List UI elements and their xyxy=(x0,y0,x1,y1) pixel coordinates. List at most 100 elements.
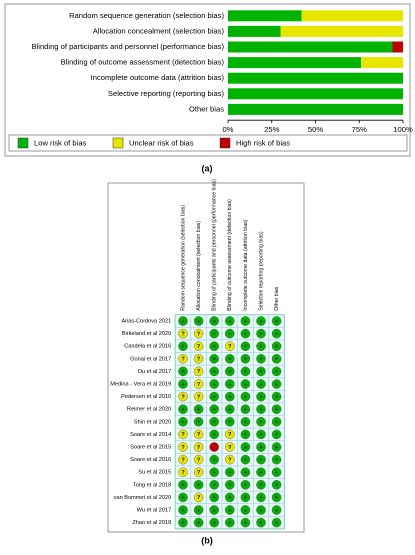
judgement-symbol: + xyxy=(228,483,231,489)
judgement-dot xyxy=(209,429,219,440)
bar-segment xyxy=(361,57,403,69)
judgement-dot xyxy=(209,316,219,326)
judgement-dot xyxy=(240,353,251,364)
legend-swatch xyxy=(219,137,231,149)
row-label: Ou et al 2017 xyxy=(138,369,172,375)
judgement-symbol: + xyxy=(181,420,184,426)
judgement-dot xyxy=(256,517,266,528)
judgement-dot xyxy=(240,492,251,503)
judgement-symbol: + xyxy=(197,420,200,426)
judgement-dot xyxy=(209,366,219,377)
judgement-dot xyxy=(224,517,235,528)
judgement-symbol: + xyxy=(228,495,231,501)
judgement-symbol: ? xyxy=(228,457,232,463)
row-label: Birkeland et al 2020 xyxy=(122,331,171,337)
panel-b-frame xyxy=(107,182,305,533)
judgement-dot xyxy=(271,316,282,326)
judgement-dot xyxy=(256,442,266,452)
judgement-dot xyxy=(256,353,266,364)
judgement-symbol: + xyxy=(213,344,216,350)
judgement-dot xyxy=(209,479,219,490)
judgement-symbol: + xyxy=(244,357,247,363)
column-header: Random sequence generation (selection bi… xyxy=(180,205,186,311)
judgement-dot xyxy=(209,454,219,465)
judgement-dot xyxy=(271,429,282,440)
row-label: Reimer et al 2020 xyxy=(127,407,171,413)
judgement-dot xyxy=(224,366,235,377)
judgement-dot xyxy=(224,505,235,515)
judgement-dot xyxy=(178,505,188,515)
judgement-symbol: ? xyxy=(197,382,201,388)
judgement-dot xyxy=(256,366,266,377)
judgement-dot xyxy=(209,328,219,339)
judgement-symbol: + xyxy=(213,369,216,375)
judgement-symbol: ? xyxy=(197,357,201,363)
column-header: Selective reporting (reporting bias) xyxy=(258,231,264,311)
judgement-symbol: + xyxy=(213,319,216,325)
judgement-symbol: + xyxy=(213,457,216,463)
judgement-dot xyxy=(209,353,219,364)
judgement-dot xyxy=(178,492,188,503)
row-label: Arias-Cordova 2021 xyxy=(121,318,171,324)
judgement-dot xyxy=(256,316,266,326)
judgement-symbol: + xyxy=(228,420,231,426)
judgement-symbol: ? xyxy=(197,432,201,438)
judgement-symbol: ? xyxy=(197,445,201,451)
judgement-dot xyxy=(240,442,251,452)
row-label: Candela et al 2016 xyxy=(124,344,171,350)
judgement-symbol: + xyxy=(275,420,278,426)
judgement-symbol: ? xyxy=(197,470,201,476)
judgement-symbol: + xyxy=(275,394,278,400)
judgement-symbol: ? xyxy=(228,445,232,451)
judgement-dot xyxy=(224,379,235,389)
judgement-symbol: + xyxy=(181,483,184,489)
judgement-symbol: ? xyxy=(197,369,201,375)
judgement-symbol: + xyxy=(275,382,278,388)
caption: (b) xyxy=(201,535,213,545)
judgement-symbol: + xyxy=(244,445,247,451)
judgement-dot xyxy=(271,391,282,402)
bar-segment xyxy=(228,88,403,100)
judgement-dot xyxy=(240,416,251,427)
judgement-symbol: + xyxy=(213,420,216,426)
judgement-dot xyxy=(178,442,188,452)
bar-segment xyxy=(228,103,403,115)
judgement-dot xyxy=(193,391,204,402)
judgement-symbol: + xyxy=(275,357,278,363)
judgement-symbol: - xyxy=(213,445,215,451)
judgement-dot xyxy=(209,492,219,503)
column-header: Blinding of outcome assessment (detectio… xyxy=(227,199,233,311)
judgement-dot xyxy=(271,505,282,515)
judgement-symbol: + xyxy=(213,394,216,400)
judgement-symbol: + xyxy=(228,319,231,325)
row-label: Soare et al 2014 xyxy=(130,432,171,438)
judgement-dot xyxy=(178,353,188,364)
legend-swatch xyxy=(17,137,29,149)
judgement-symbol: + xyxy=(228,331,231,337)
judgement-dot xyxy=(193,316,204,326)
category-label: Blinding of participants and personnel (… xyxy=(32,42,225,51)
judgement-dot xyxy=(209,416,219,427)
judgement-dot xyxy=(224,404,235,415)
judgement-dot xyxy=(240,467,251,478)
judgement-dot xyxy=(256,391,266,402)
legend-label: High risk of bias xyxy=(236,139,290,148)
judgement-symbol: + xyxy=(275,520,278,526)
judgement-dot xyxy=(224,467,235,478)
judgement-symbol: + xyxy=(259,369,262,375)
column-header: Incomplete outcome data (attrition bias) xyxy=(243,219,249,310)
judgement-dot xyxy=(193,442,204,452)
judgement-dot xyxy=(224,328,235,339)
judgement-symbol: + xyxy=(275,432,278,438)
judgement-dot xyxy=(209,391,219,402)
judgement-dot xyxy=(256,454,266,465)
judgement-symbol: + xyxy=(244,432,247,438)
judgement-dot xyxy=(240,341,251,352)
category-label: Other bias xyxy=(189,104,224,113)
judgement-dot xyxy=(271,379,282,389)
row-label: Soare et al 2016 xyxy=(130,457,171,463)
judgement-dot xyxy=(178,328,188,339)
x-tick-label: 0% xyxy=(223,125,234,134)
judgement-symbol: + xyxy=(259,508,262,514)
judgement-symbol: + xyxy=(275,508,278,514)
